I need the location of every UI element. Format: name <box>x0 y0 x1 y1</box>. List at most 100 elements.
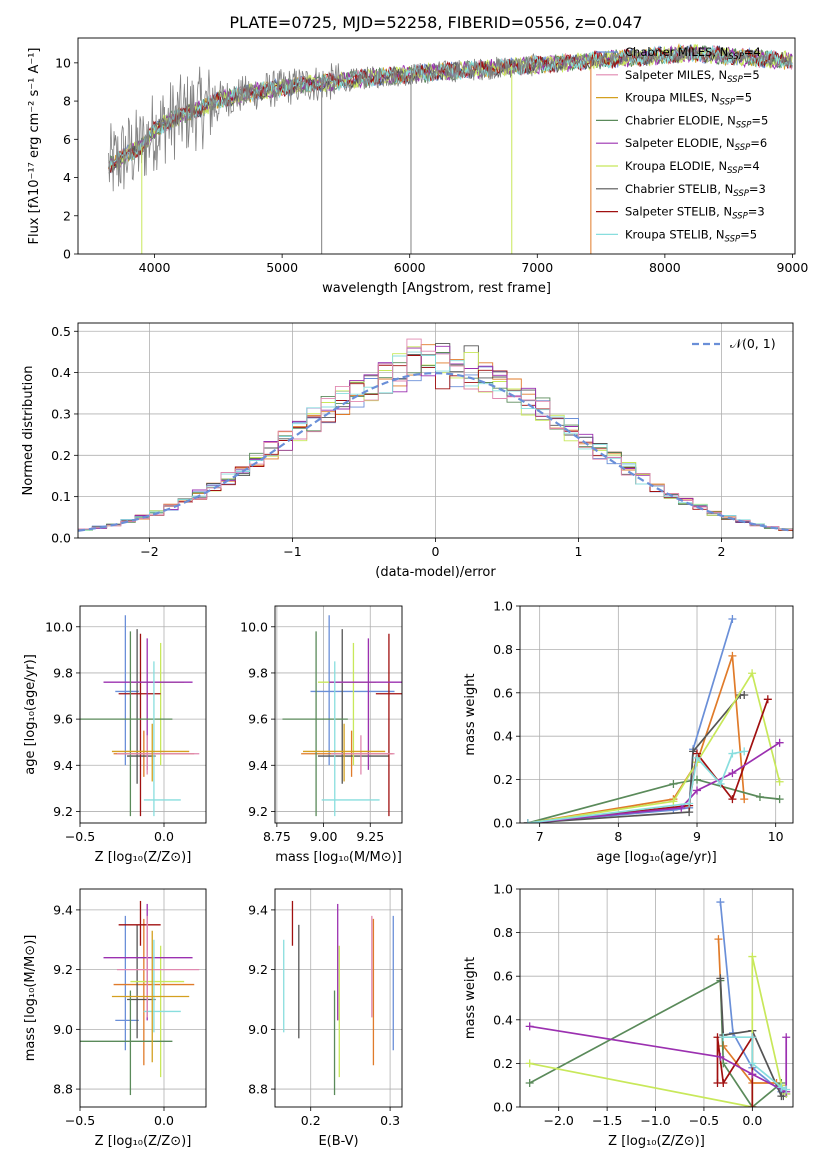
weight-marker <box>693 753 702 762</box>
weight-marker <box>748 952 757 961</box>
mass-vs-metallicity-panel: −0.5 0.0 8.8 9.0 9.2 9.4 Z [log₁₀(Z/Z⊙)] mass [… <box>23 888 207 1149</box>
x-axis-label: E(B-V) <box>318 1134 358 1149</box>
x-axis-label: Z [log₁₀(Z/Z⊙)] <box>95 850 192 865</box>
weight-marker <box>693 775 702 784</box>
y-tick-label: 9.2 <box>248 962 268 977</box>
y-tick-label: 9.2 <box>53 804 73 819</box>
weight-marker <box>740 747 749 756</box>
weight-vs-age-panel: 7 8 9 10 0.0 0.2 0.4 0.6 0.8 1.0 age [log₁₀(age/yr… <box>463 599 794 865</box>
axes-frame <box>519 605 794 824</box>
x-tick-label: 9.00 <box>310 829 338 844</box>
y-axis-label: age [log₁₀(age/yr)] <box>23 654 38 775</box>
x-tick-label: 0.3 <box>380 1113 400 1128</box>
weight-marker <box>714 935 723 944</box>
y-tick-label: 0.1 <box>51 489 71 504</box>
y-tick-label: 0.6 <box>493 685 513 700</box>
axes-frame <box>274 605 403 824</box>
weight-marker <box>748 1059 757 1068</box>
axes-frame <box>77 322 794 539</box>
axes-frame <box>79 888 207 1108</box>
x-axis-label: age [log₁₀(age/yr)] <box>596 850 717 865</box>
axes-frame <box>519 888 794 1108</box>
weight-marker <box>782 1085 791 1094</box>
weight-marker <box>775 777 784 786</box>
x-tick-label: 0.2 <box>301 1113 321 1128</box>
y-tick-label: 0.0 <box>493 1100 513 1115</box>
x-tick-label: 9.25 <box>356 829 384 844</box>
weight-marker <box>782 1033 791 1042</box>
plot-area <box>108 43 793 254</box>
weight-marker <box>755 792 764 801</box>
mass-vs-ebv-panel: 0.2 0.3 8.8 9.0 9.2 9.4 E(B-V) <box>248 888 403 1149</box>
weight-marker <box>740 795 749 804</box>
x-tick-label: −0.5 <box>65 829 95 844</box>
y-tick-label: 0.0 <box>51 531 71 546</box>
axes-frame <box>274 888 403 1108</box>
legend-label: Kroupa MILES, NSSP=5 <box>625 91 752 108</box>
weight-marker <box>728 749 737 758</box>
x-tick-label: 0.0 <box>742 1113 762 1128</box>
y-tick-label: 8 <box>63 94 71 109</box>
y-axis-label: mass weight <box>463 957 478 1039</box>
weight-marker <box>748 1033 757 1042</box>
y-tick-label: 9.4 <box>53 758 73 773</box>
weight-marker <box>719 1033 728 1042</box>
y-tick-label: 0.0 <box>493 816 513 831</box>
weight-marker <box>763 695 772 704</box>
plot-area <box>520 606 793 823</box>
x-tick-label: 5000 <box>266 260 298 275</box>
x-tick-label: 10 <box>768 829 784 844</box>
x-tick-label: −0.5 <box>689 1113 719 1128</box>
y-tick-label: 8.8 <box>53 1082 73 1097</box>
legend-label: Salpeter ELODIE, NSSP=6 <box>625 136 767 153</box>
age-vs-metallicity-panel: −0.5 0.0 9.2 9.4 9.6 9.8 10.0 Z [log₁₀(Z/Z⊙)] ag… <box>23 605 207 865</box>
y-axis-label: Flux [fλ10⁻¹⁷ erg cm⁻² s⁻¹ A⁻¹] <box>27 48 42 245</box>
x-tick-label: 9000 <box>777 260 809 275</box>
age-vs-mass-panel: 8.75 9.00 9.25 9.2 9.4 9.6 9.8 10.0 mass [log₁₀(… <box>240 605 403 865</box>
x-tick-label: 1 <box>575 544 583 559</box>
weight-line <box>527 694 745 823</box>
legend-label: Chabrier STELIB, NSSP=3 <box>625 182 766 199</box>
axes-frame <box>77 37 796 255</box>
plot-area <box>520 889 793 1107</box>
plot-area <box>80 606 206 823</box>
weight-marker <box>525 1079 534 1088</box>
y-tick-label: 4 <box>63 170 71 185</box>
weight-marker <box>728 651 737 660</box>
x-axis-label: mass [log₁₀(M/M⊙)] <box>275 850 402 865</box>
y-tick-label: 9.4 <box>53 902 73 917</box>
weight-marker <box>777 1083 786 1092</box>
figure-title: PLATE=0725, MJD=52258, FIBERID=0556, z=0… <box>229 13 642 32</box>
legend-label: Kroupa STELIB, NSSP=5 <box>625 227 757 244</box>
y-tick-label: 9.0 <box>53 1022 73 1037</box>
x-tick-label: −1.0 <box>640 1113 670 1128</box>
x-tick-label: −1 <box>283 544 301 559</box>
y-axis-label: mass [log₁₀(M/M⊙)] <box>23 935 38 1062</box>
y-tick-label: 0.6 <box>493 969 513 984</box>
y-tick-label: 0.4 <box>51 365 71 380</box>
weight-marker <box>728 769 737 778</box>
x-tick-label: −2.0 <box>544 1113 574 1128</box>
data-spectrum-line <box>108 47 793 192</box>
x-tick-label: 8 <box>614 829 622 844</box>
legend-label: Chabrier MILES, NSSP=4 <box>625 45 761 62</box>
weight-marker <box>748 669 757 678</box>
gaussian-curve <box>78 371 793 532</box>
y-tick-label: 10.0 <box>240 619 268 634</box>
weight-marker <box>716 898 725 907</box>
y-tick-label: 9.6 <box>53 712 73 727</box>
y-tick-label: 1.0 <box>493 599 513 614</box>
x-tick-label: 2 <box>718 544 726 559</box>
axes-frame <box>79 605 207 824</box>
weight-marker <box>523 819 532 823</box>
y-tick-label: 0.4 <box>493 729 513 744</box>
y-tick-label: 0.8 <box>493 642 513 657</box>
y-tick-label: 9.2 <box>248 804 268 819</box>
legend-label: Salpeter MILES, NSSP=5 <box>625 68 760 85</box>
y-tick-label: 9.0 <box>248 1022 268 1037</box>
spectrum-panel: 4000 5000 6000 7000 8000 9000 0 2 4 6 8 10 wavelengt… <box>27 37 809 296</box>
y-tick-label: 2 <box>63 208 71 223</box>
weight-marker <box>716 1052 725 1061</box>
weight-marker <box>748 1103 757 1107</box>
